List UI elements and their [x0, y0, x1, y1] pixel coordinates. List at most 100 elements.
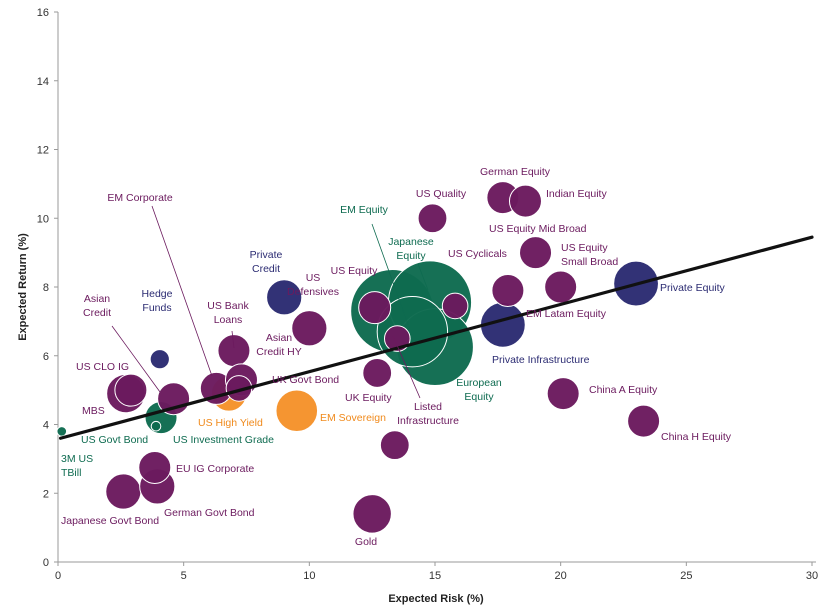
- label-line: US Bank: [207, 300, 249, 312]
- label-line: German Equity: [480, 166, 551, 178]
- label-line: Small Broad: [561, 256, 618, 268]
- y-tick-label: 6: [43, 351, 49, 363]
- label-line: Credit: [83, 307, 111, 319]
- x-tick-label: 25: [680, 570, 692, 582]
- label-line: Credit: [252, 263, 280, 275]
- leader-asian-credit: [111, 325, 161, 393]
- y-tick-label: 2: [43, 488, 49, 500]
- label-us-high-yield: US High Yield: [198, 417, 263, 429]
- bubble-us-equity-mid-broad: [519, 236, 553, 270]
- y-tick-label: 12: [37, 145, 49, 157]
- label-mbs: MBS: [82, 405, 105, 417]
- y-axis-ticks: 0 2 4 6 8 10 12 14 16: [37, 7, 58, 569]
- leader-japanese-equity: [417, 263, 429, 291]
- label-us-defensives: US Defensives: [287, 272, 339, 298]
- label-line: China H Equity: [661, 431, 732, 443]
- bubble-us-govt-bond: [150, 420, 162, 432]
- label-listed-infrastructure: Listed Infrastructure: [397, 401, 459, 427]
- label-line: Funds: [142, 302, 171, 314]
- label-line: German Govt Bond: [164, 507, 255, 519]
- bubble-uk-equity: [362, 358, 393, 388]
- label-em-equity: EM Equity: [340, 204, 389, 216]
- bubble-em-latam-equity: [491, 273, 525, 307]
- label-asian-credit-hy: Asian Credit HY: [256, 332, 302, 358]
- axes-layer: 0 5 10 15 20 25 30 0 2 4 6 8 10 12 14 16 Expected Risk…: [17, 7, 818, 605]
- bubble-3m-us-tbill: [56, 426, 68, 437]
- y-tick-label: 14: [37, 76, 49, 88]
- label-us-equity-mid-broad: US Equity Mid Broad: [489, 223, 587, 235]
- label-line: US Quality: [416, 188, 467, 200]
- trend-line: [58, 235, 814, 440]
- label-line: Japanese Govt Bond: [61, 515, 159, 527]
- label-line: Equity: [464, 391, 494, 403]
- label-line: Loans: [214, 314, 243, 326]
- label-line: US High Yield: [198, 417, 263, 429]
- bubble-listed-infrastructure: [379, 430, 410, 461]
- label-line: Credit HY: [256, 346, 302, 358]
- label-line: Asian: [84, 293, 110, 305]
- label-us-quality: US Quality: [416, 188, 467, 200]
- label-china-h-equity: China H Equity: [661, 431, 732, 443]
- label-line: MBS: [82, 405, 105, 417]
- label-line: Private Equity: [660, 282, 726, 294]
- y-tick-label: 8: [43, 282, 49, 294]
- bubble-us-bank-loans: [217, 334, 251, 368]
- label-japanese-govt-bond: Japanese Govt Bond: [61, 515, 159, 527]
- label-private-equity: Private Equity: [660, 282, 726, 294]
- label-line: UK Equity: [345, 392, 392, 404]
- label-uk-equity: UK Equity: [345, 392, 392, 404]
- bubble-us-defensives: [291, 310, 328, 347]
- y-tick-label: 16: [37, 7, 49, 19]
- label-line: China A Equity: [589, 384, 658, 396]
- label-em-corporate: EM Corporate: [107, 192, 173, 204]
- bubble-china-a-equity: [546, 377, 580, 411]
- y-axis-title: Expected Return (%): [17, 233, 29, 341]
- label-line: US Govt Bond: [81, 434, 148, 446]
- label-line: Asian: [266, 332, 292, 344]
- label-line: TBill: [61, 467, 81, 479]
- label-china-a-equity: China A Equity: [589, 384, 658, 396]
- bubble-hedge-funds: [149, 349, 170, 370]
- label-line: Infrastructure: [397, 415, 459, 427]
- label-us-govt-bond: US Govt Bond: [81, 434, 148, 446]
- label-line: US Cyclicals: [448, 248, 507, 260]
- label-line: Gold: [355, 536, 377, 548]
- leader-lines-layer: [111, 205, 429, 399]
- label-line: Listed: [414, 401, 442, 413]
- label-line: US Equity Mid Broad: [489, 223, 587, 235]
- label-uk-govt-bond: UK Govt Bond: [272, 374, 339, 386]
- label-german-govt-bond: German Govt Bond: [164, 507, 255, 519]
- y-tick-label: 4: [43, 420, 49, 432]
- label-line: EM Sovereign: [320, 412, 386, 424]
- label-us-clo-ig: US CLO IG: [76, 361, 129, 373]
- leader-em-corporate: [151, 205, 213, 377]
- label-japanese-equity: Japanese Equity: [388, 236, 434, 262]
- bubble-gold: [352, 494, 392, 534]
- label-em-latam-equity: EM Latam Equity: [526, 308, 607, 320]
- label-line: Hedge: [142, 288, 173, 300]
- label-european-equity: European Equity: [456, 377, 502, 403]
- x-tick-label: 30: [806, 570, 818, 582]
- label-line: US Investment Grade: [173, 434, 274, 446]
- label-private-credit: Private Credit: [250, 249, 283, 275]
- label-indian-equity: Indian Equity: [546, 188, 607, 200]
- label-line: EM Corporate: [107, 192, 173, 204]
- label-line: Private: [250, 249, 283, 261]
- x-tick-label: 0: [55, 570, 61, 582]
- label-eu-ig-corporate: EU IG Corporate: [176, 463, 254, 475]
- bubble-em-sovereign: [275, 389, 319, 433]
- bubble-private-credit: [266, 279, 303, 316]
- label-line: EM Latam Equity: [526, 308, 607, 320]
- label-line: US Equity: [561, 242, 608, 254]
- label-line: US Equity: [331, 265, 378, 277]
- bubble-us-equity: [358, 291, 392, 325]
- bubble-us-quality: [417, 203, 448, 234]
- label-line: Japanese: [388, 236, 434, 248]
- label-german-equity: German Equity: [480, 166, 551, 178]
- y-tick-label: 10: [37, 213, 49, 225]
- label-asian-credit: Asian Credit: [83, 293, 111, 319]
- bubble-japanese-govt-bond: [105, 473, 142, 510]
- x-axis-ticks: 0 5 10 15 20 25 30: [55, 562, 818, 582]
- label-3m-us-tbill: 3M US TBill: [61, 453, 93, 479]
